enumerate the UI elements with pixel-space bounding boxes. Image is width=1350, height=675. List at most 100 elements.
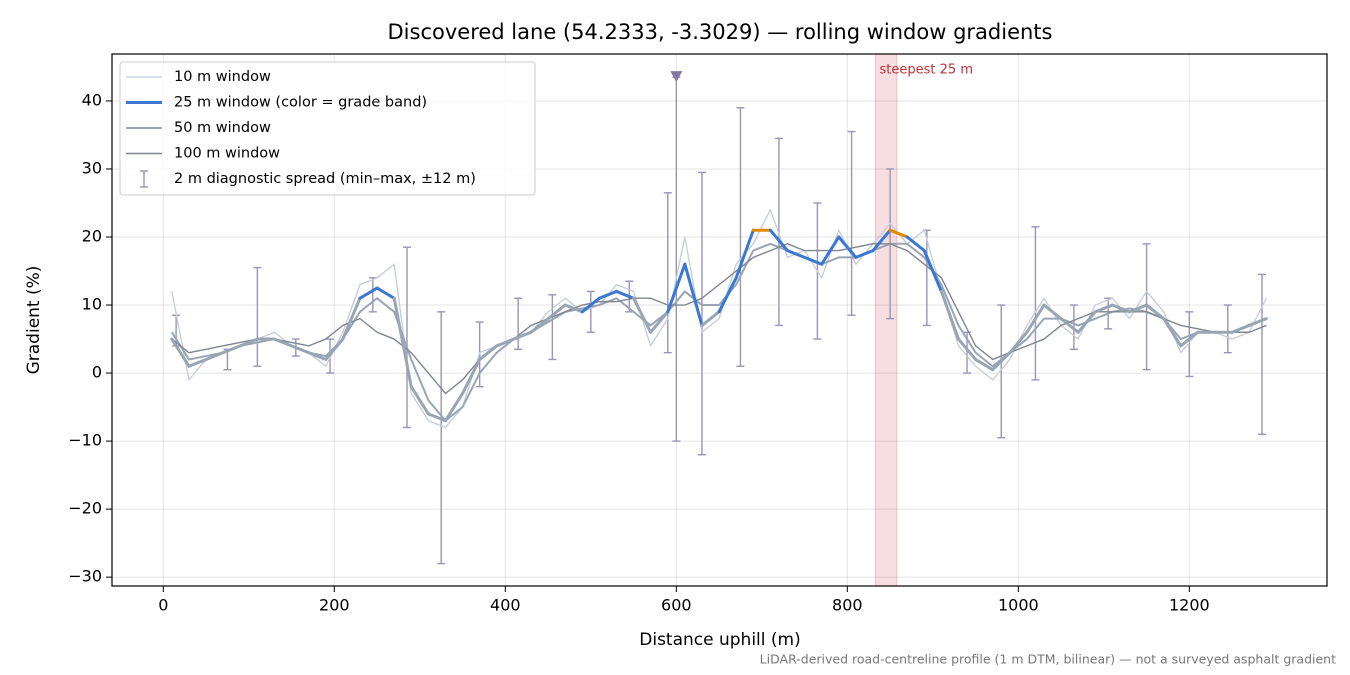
line-segment <box>1179 330 1200 348</box>
line-segment <box>820 235 841 266</box>
line-segment <box>563 303 584 314</box>
legend: 10 m window 25 m window (color = grade ba… <box>119 61 536 196</box>
error-bar <box>437 311 446 565</box>
chart-title: Discovered lane (54.2333, -3.3029) — rol… <box>388 20 1053 44</box>
x-tick-label: 400 <box>490 596 521 615</box>
line-segment <box>461 357 482 395</box>
line-segment <box>734 228 755 280</box>
line-segment <box>666 262 687 314</box>
x-tick-label: 800 <box>832 596 863 615</box>
line-segment <box>341 296 362 341</box>
line-segment <box>1042 303 1063 321</box>
y-tick-label: 20 <box>82 227 102 246</box>
line-segment <box>409 385 430 416</box>
highlight-band <box>875 53 898 587</box>
x-axis-label: Distance uphill (m) <box>639 630 800 650</box>
legend-label: 100 m window <box>174 146 280 162</box>
line-segment <box>392 296 413 389</box>
line-segment <box>290 344 311 355</box>
error-bar <box>1185 311 1194 378</box>
line-segment <box>1025 303 1046 334</box>
line-segment <box>597 289 618 300</box>
line-segment <box>922 249 943 293</box>
line-segment <box>1247 317 1268 327</box>
line-segment <box>1127 303 1149 314</box>
line-segment <box>683 262 704 327</box>
line-segment <box>991 351 1012 372</box>
line-segment <box>939 289 960 341</box>
error-bar <box>1223 304 1232 354</box>
peak-marker <box>670 71 683 83</box>
line-segment <box>854 249 875 259</box>
legend-label: 25 m window (color = grade band) <box>174 95 427 111</box>
x-tick-label: 600 <box>661 596 692 615</box>
line-segment <box>632 296 653 334</box>
line-segment <box>785 249 807 259</box>
error-bar <box>548 294 557 361</box>
y-tick-label: −10 <box>68 431 102 450</box>
highlight-label: steepest 25 m <box>880 63 973 78</box>
line-segment <box>1008 330 1029 355</box>
x-tick-label: 1000 <box>998 596 1039 615</box>
legend-label: 10 m window <box>174 69 271 85</box>
line-segment <box>529 317 550 334</box>
line-segment <box>649 310 670 334</box>
line-segment <box>717 276 738 314</box>
series-line <box>171 243 1267 395</box>
line-segment <box>1230 323 1251 334</box>
x-tick-label: 200 <box>319 596 350 615</box>
legend-label: 50 m window <box>174 120 271 136</box>
line-segment <box>443 391 465 423</box>
line-segment <box>358 286 379 300</box>
y-tick-label: −30 <box>68 567 102 586</box>
line-segment <box>170 337 191 368</box>
line-segment <box>221 344 242 355</box>
line-segment <box>905 235 926 253</box>
y-tick-label: 0 <box>92 363 102 382</box>
line-segment <box>307 351 328 361</box>
line-segment <box>614 289 636 300</box>
line-segment <box>426 412 447 423</box>
error-bar <box>997 304 1006 439</box>
legend-label: 2 m diagnostic spread (min–max, ±12 m) <box>174 171 476 187</box>
line-segment <box>974 357 995 372</box>
line-segment <box>187 357 208 368</box>
x-tick-label: 0 <box>158 596 168 615</box>
error-bar <box>253 266 262 367</box>
error-bar <box>1258 273 1267 435</box>
line-segment <box>871 228 892 253</box>
y-tick-label: 10 <box>82 295 102 314</box>
line-segment <box>1162 317 1183 348</box>
line-segment <box>700 310 721 327</box>
plot-frame <box>111 53 1328 587</box>
x-tick-label: 1200 <box>1169 596 1210 615</box>
line-segment <box>1059 317 1080 334</box>
line-segment <box>238 337 259 348</box>
line-segment <box>1145 303 1166 321</box>
error-bar <box>697 171 706 456</box>
y-tick-label: 40 <box>82 90 102 109</box>
error-bar <box>514 297 523 350</box>
line-segment <box>546 303 567 321</box>
error-bar <box>1031 226 1040 381</box>
line-segment <box>375 286 396 300</box>
line-segment <box>204 351 225 361</box>
error-bar <box>736 107 745 367</box>
error-bar <box>586 290 595 333</box>
error-bar <box>847 130 856 316</box>
line-segment <box>478 344 499 361</box>
line-segment <box>512 330 533 341</box>
legend-box <box>119 61 536 196</box>
line-segment <box>495 337 516 348</box>
y-axis-label: Gradient (%) <box>24 266 44 375</box>
line-segment <box>803 255 824 266</box>
line-segment <box>324 337 345 361</box>
y-tick-label: 30 <box>82 158 102 177</box>
error-bar <box>402 246 411 429</box>
y-tick-label: −20 <box>68 499 102 518</box>
footnote: LiDAR-derived road-centreline profile (1… <box>760 652 1336 667</box>
line-segment <box>888 228 909 239</box>
line-segment <box>768 228 789 253</box>
line-segment <box>580 296 601 314</box>
